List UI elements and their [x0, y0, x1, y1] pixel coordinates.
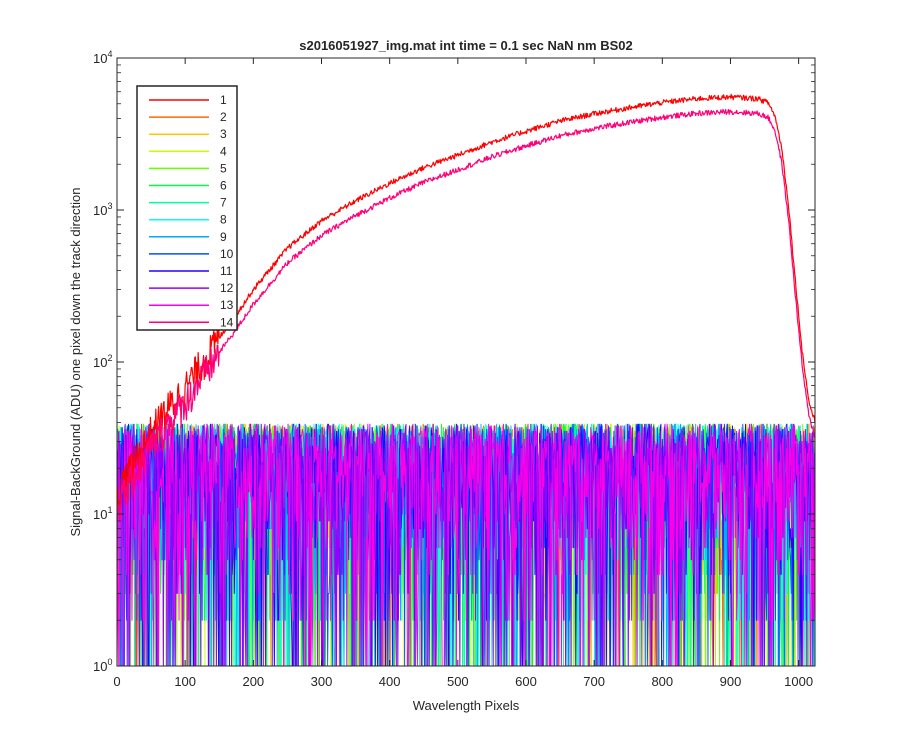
y-tick-label: 100: [93, 657, 112, 674]
y-tick-label: 101: [93, 505, 112, 522]
legend-label-2: 2: [220, 110, 227, 124]
x-tick-label: 300: [311, 674, 333, 689]
legend-label-13: 13: [220, 298, 234, 312]
legend-label-14: 14: [220, 315, 234, 329]
x-tick-label: 200: [242, 674, 264, 689]
y-axis-label: Signal-BackGround (ADU) one pixel down t…: [68, 187, 83, 536]
x-axis-label: Wavelength Pixels: [413, 698, 520, 713]
x-tick-label: 1000: [784, 674, 813, 689]
legend-label-7: 7: [220, 196, 227, 210]
legend-label-1: 1: [220, 93, 227, 107]
x-tick-label: 600: [515, 674, 537, 689]
x-tick-label: 700: [583, 674, 605, 689]
legend-label-11: 11: [220, 264, 233, 278]
y-tick-label: 102: [93, 353, 112, 370]
chart-title: s2016051927_img.mat int time = 0.1 sec N…: [299, 38, 633, 53]
legend-label-3: 3: [220, 127, 227, 141]
legend-label-12: 12: [220, 281, 234, 295]
ticks-layer: 0 100 200 300 400 500 600 700 800 900 100010010110…: [93, 49, 815, 689]
y-tick-label: 103: [93, 201, 112, 218]
x-tick-label: 0: [113, 674, 120, 689]
x-tick-label: 800: [651, 674, 673, 689]
x-tick-label: 100: [174, 674, 196, 689]
legend-label-10: 10: [220, 247, 234, 261]
legend-label-5: 5: [220, 161, 227, 175]
legend-box: [136, 85, 238, 331]
series-line-13: [116, 423, 816, 667]
x-tick-label: 900: [720, 674, 742, 689]
legend-label-9: 9: [220, 230, 227, 244]
legend-label-8: 8: [220, 213, 227, 227]
y-tick-label: 104: [93, 49, 112, 66]
legend-label-4: 4: [220, 144, 227, 158]
series-line-14: [116, 108, 816, 522]
legend-label-6: 6: [220, 179, 227, 193]
x-tick-label: 400: [379, 674, 401, 689]
x-tick-label: 500: [447, 674, 469, 689]
